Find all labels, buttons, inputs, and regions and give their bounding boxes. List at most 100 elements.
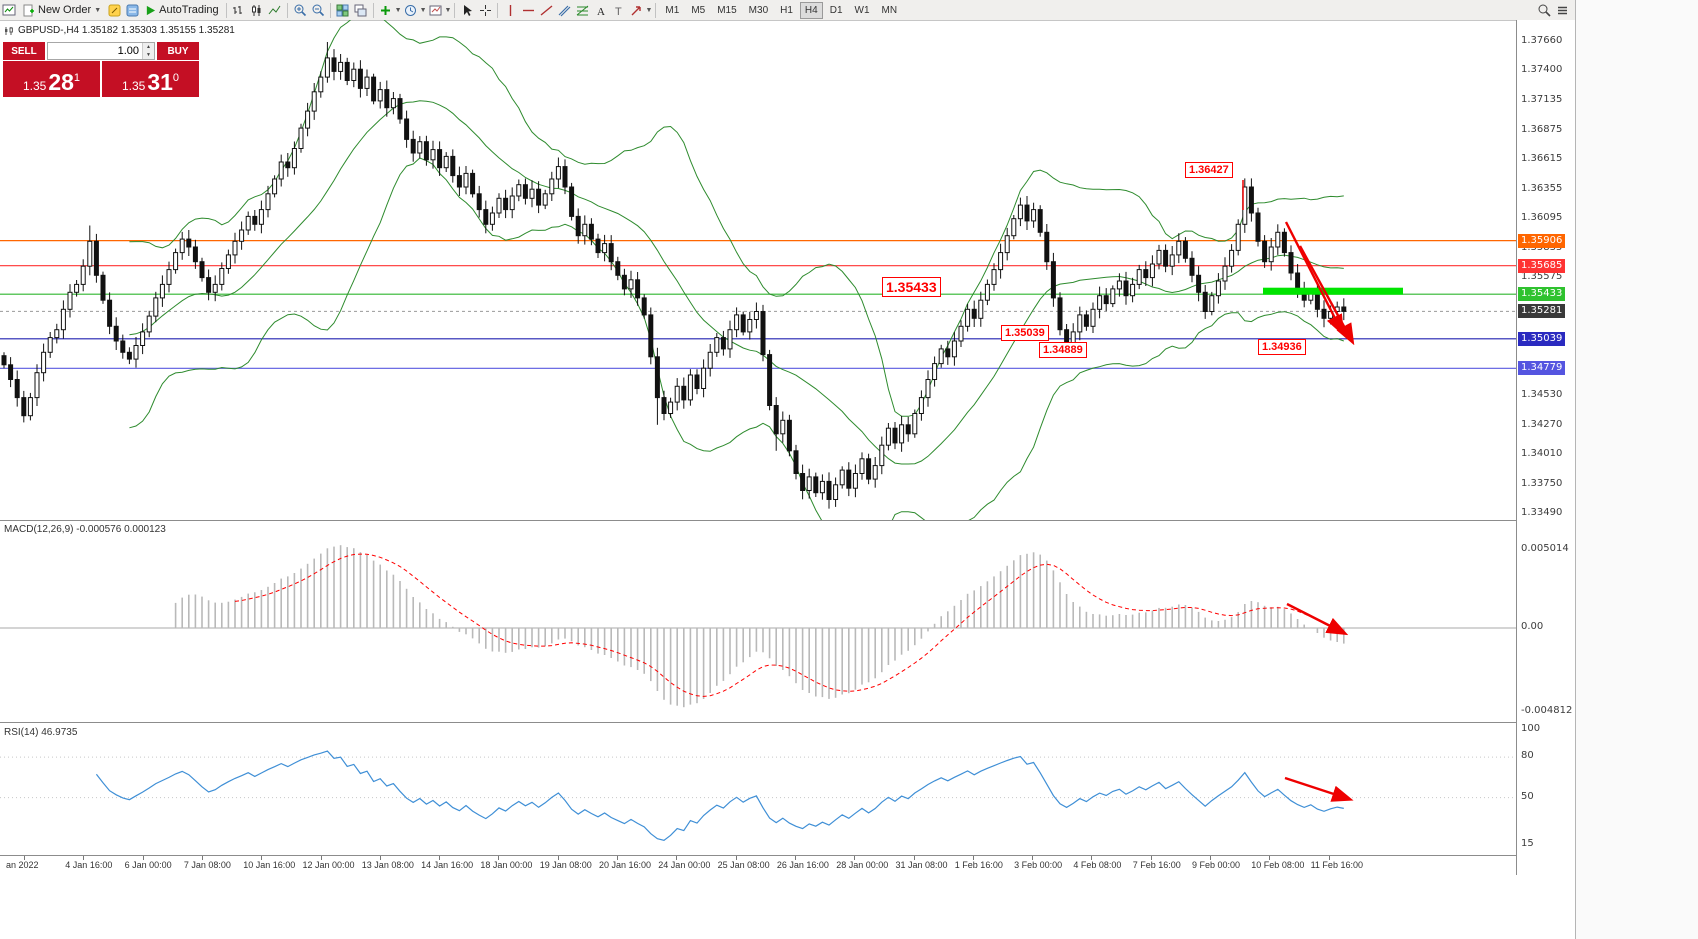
time-tick xyxy=(379,856,381,860)
vertical-line-tool-icon[interactable] xyxy=(501,1,519,19)
price-scale-label: 1.37400 xyxy=(1521,64,1563,76)
time-tick xyxy=(557,856,559,860)
fibonacci-tool-icon[interactable] xyxy=(573,1,591,19)
terminal-icon[interactable] xyxy=(123,1,141,19)
text-tool-icon[interactable]: A xyxy=(591,1,609,19)
candlestick-chart-type-icon[interactable] xyxy=(248,1,266,19)
label-tool-icon[interactable]: T xyxy=(609,1,627,19)
green-trend-segment[interactable] xyxy=(1263,287,1403,295)
buy-price-point: 0 xyxy=(172,72,180,84)
time-tick xyxy=(1269,856,1271,860)
time-axis-label: 13 Jan 08:00 xyxy=(361,860,414,870)
channel-tool-icon[interactable] xyxy=(555,1,573,19)
time-tick xyxy=(735,856,737,860)
timeframe-w1[interactable]: W1 xyxy=(854,4,870,16)
price-scale-label: 1.34270 xyxy=(1521,418,1563,430)
rsi-label: RSI(14) 46.9735 xyxy=(4,727,78,738)
bollinger-middle-band xyxy=(129,100,1344,465)
bar-chart-type-icon[interactable] xyxy=(230,1,248,19)
timeframe-m30[interactable]: M30 xyxy=(748,4,769,16)
rsi-scale-label: 100 xyxy=(1521,723,1541,734)
chevron-down-icon[interactable]: ▼ xyxy=(444,6,452,14)
cascade-windows-icon[interactable] xyxy=(352,1,370,19)
time-axis-label: 10 Jan 16:00 xyxy=(243,860,296,870)
time-axis-label: 28 Jan 00:00 xyxy=(836,860,889,870)
new-order-button[interactable]: New Order ▼ xyxy=(18,1,105,19)
cursor-icon[interactable] xyxy=(458,1,476,19)
buy-button[interactable]: BUY xyxy=(157,42,199,60)
toolbar-separator xyxy=(454,2,456,18)
svg-text:T: T xyxy=(615,6,622,17)
trend-arrow-main-1[interactable] xyxy=(1284,221,1345,337)
price-scale[interactable]: 1.37660 1.37400 1.37135 1.36875 1.36615 1.363… xyxy=(1516,20,1575,875)
price-scale-label: 1.34010 xyxy=(1521,448,1563,460)
trend-arrow-macd[interactable] xyxy=(1286,602,1349,636)
time-tick xyxy=(913,856,915,860)
price-scale-boxed-label: 1.35281 xyxy=(1518,304,1566,319)
zoom-out-icon[interactable] xyxy=(309,1,327,19)
time-tick xyxy=(83,856,85,860)
chevron-down-icon[interactable]: ▼ xyxy=(645,6,653,14)
timeframe-h4[interactable]: H4 xyxy=(799,1,823,19)
price-scale-label: 1.33490 xyxy=(1521,507,1563,519)
one-click-trading-widget: SELL ▲▼ BUY 1.35 28 1 1.35 31 0 xyxy=(3,42,199,97)
menu-icon[interactable] xyxy=(1553,1,1571,19)
chevron-down-icon[interactable]: ▼ xyxy=(394,6,402,14)
templates-icon[interactable] xyxy=(427,1,445,19)
trend-arrow-rsi[interactable] xyxy=(1284,776,1354,802)
periods-icon[interactable] xyxy=(402,1,420,19)
trend-arrow-main-2[interactable] xyxy=(1298,245,1355,346)
price-scale-label: 1.36615 xyxy=(1521,153,1563,165)
buy-price-button[interactable]: 1.35 31 0 xyxy=(102,61,199,97)
price-scale-label: 1.37135 xyxy=(1521,94,1563,106)
time-axis-label: 11 Feb 16:00 xyxy=(1310,860,1363,870)
rsi-panel-canvas[interactable] xyxy=(0,723,1516,855)
time-axis-label: 18 Jan 00:00 xyxy=(480,860,533,870)
time-axis[interactable]: an 2022 4 Jan 16:00 6 Jan 00:00 7 Jan 08:00… xyxy=(0,855,1516,876)
volume-stepper[interactable]: ▲ ▼ xyxy=(142,43,154,59)
time-axis-label: 19 Jan 08:00 xyxy=(539,860,592,870)
time-axis-label: 26 Jan 16:00 xyxy=(776,860,829,870)
price-chart-canvas[interactable] xyxy=(0,20,1516,520)
trendline-tool-icon[interactable] xyxy=(537,1,555,19)
horizontal-line-tool-icon[interactable] xyxy=(519,1,537,19)
volume-input[interactable] xyxy=(48,44,142,58)
sell-price-point: 1 xyxy=(73,72,81,84)
price-scale-label: 1.36355 xyxy=(1521,182,1563,194)
tile-windows-icon[interactable] xyxy=(334,1,352,19)
timeframe-m5[interactable]: M5 xyxy=(691,4,706,16)
timeframe-m15[interactable]: M15 xyxy=(717,4,737,16)
timeframe-mn[interactable]: MN xyxy=(881,4,898,16)
metaeditor-icon[interactable] xyxy=(105,1,123,19)
toolbar-separator xyxy=(286,2,288,18)
macd-panel-canvas[interactable] xyxy=(0,521,1516,722)
price-scale-label: 1.34530 xyxy=(1521,389,1563,401)
zoom-in-icon[interactable] xyxy=(291,1,309,19)
panel-separator[interactable] xyxy=(0,520,1575,521)
price-scale-boxed-label: 1.35433 xyxy=(1518,287,1566,302)
toolbar-right-group xyxy=(1535,1,1575,19)
time-axis-label: 20 Jan 16:00 xyxy=(599,860,652,870)
new-indicator-icon[interactable] xyxy=(377,1,395,19)
chevron-down-icon[interactable]: ▼ xyxy=(419,6,427,14)
panel-separator[interactable] xyxy=(0,722,1575,723)
rsi-scale-label: 50 xyxy=(1521,790,1534,802)
toolbar-separator xyxy=(372,2,374,18)
buy-price-figure: 1.35 xyxy=(121,79,146,93)
timeframe-d1[interactable]: D1 xyxy=(829,4,843,16)
sell-price-button[interactable]: 1.35 28 1 xyxy=(3,61,100,97)
chart-window-icon[interactable] xyxy=(0,1,18,19)
price-scale-boxed-label: 1.35906 xyxy=(1518,233,1566,248)
price-scale-label: 1.36875 xyxy=(1521,123,1563,135)
arrows-tool-icon[interactable] xyxy=(627,1,645,19)
search-icon[interactable] xyxy=(1535,1,1553,19)
line-chart-type-icon[interactable] xyxy=(266,1,284,19)
time-tick xyxy=(24,856,25,860)
timeframe-m1[interactable]: M1 xyxy=(665,4,680,16)
time-tick xyxy=(1328,856,1330,860)
crosshair-icon[interactable] xyxy=(476,1,494,19)
sell-button[interactable]: SELL xyxy=(3,42,45,60)
timeframe-h1[interactable]: H1 xyxy=(780,4,793,16)
autotrading-button[interactable]: AutoTrading xyxy=(141,1,223,19)
